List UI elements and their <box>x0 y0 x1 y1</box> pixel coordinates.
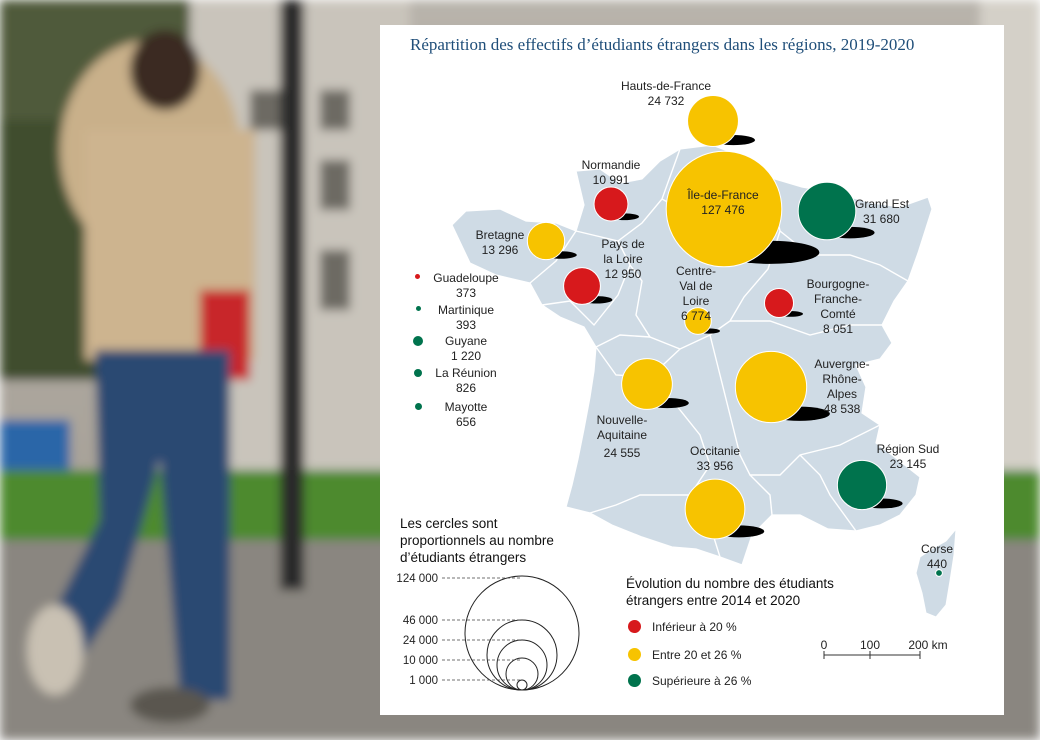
scale-tick-100: 100 <box>860 638 880 652</box>
legend-label-green: Supérieure à 26 % <box>652 674 752 688</box>
size-legend-circles <box>464 575 580 691</box>
bubble-grand-est <box>797 181 857 241</box>
label-guyane: Guyane 1 220 <box>444 334 488 363</box>
label-guadeloupe: Guadeloupe 373 <box>433 271 499 300</box>
label-normandie: Normandie 10 991 <box>581 158 641 187</box>
label-la-reunion: La Réunion 826 <box>435 366 497 395</box>
france-map: 0 100 200 km 124 000 46 000 24 000 10 00… <box>396 95 957 691</box>
label-mayotte: Mayotte 656 <box>444 400 488 429</box>
scale-tick-0: 0 <box>821 638 828 652</box>
label-nouvelle-aquitaine: Nouvelle-Aquitaine 24 555 <box>596 413 648 460</box>
map-title: Répartition des effectifs d’étudiants ét… <box>410 35 915 54</box>
bubble-bourgogne-franche-comte <box>763 287 795 319</box>
size-value-1000: 1 000 <box>409 675 438 687</box>
bubble-hauts-de-france <box>687 95 739 147</box>
dot-guyane <box>413 336 423 346</box>
bubble-centre-val-de-loire <box>684 307 712 335</box>
bubble-normandie <box>593 186 629 222</box>
scale-bar <box>823 651 921 659</box>
label-bourgogne-franche-comte: Bourgogne-Franche-Comté 8 051 <box>806 277 870 336</box>
map-panel: Répartition des effectifs d’étudiants ét… <box>380 25 1004 715</box>
bubble-ile-de-france <box>665 150 783 268</box>
label-grand-est: Grand Est 31 680 <box>855 197 910 226</box>
bubble-occitanie <box>684 478 746 540</box>
label-corse: Corse 440 <box>920 542 953 571</box>
size-circle-1000 <box>516 679 528 691</box>
label-martinique: Martinique 393 <box>437 303 495 332</box>
bubble-bretagne <box>526 221 566 261</box>
region-bubbles <box>526 95 943 577</box>
bubble-corse <box>935 569 943 577</box>
label-region-sud: Région Sud 23 145 <box>876 442 940 471</box>
label-auvergne-rhone-alpes: Auvergne-Rhône-Alpes 48 538 <box>814 357 870 416</box>
size-value-24000: 24 000 <box>403 635 438 647</box>
label-pays-de-la-loire: Pays de la Loire 12 950 <box>601 237 645 281</box>
bubble-nouvelle-aquitaine <box>621 358 673 410</box>
dot-guadeloupe <box>415 274 420 279</box>
size-circle-10000 <box>505 657 539 691</box>
size-circle-124000 <box>464 575 580 691</box>
size-value-10000: 10 000 <box>403 655 438 667</box>
legend-label-yellow: Entre 20 et 26 % <box>652 648 742 662</box>
legend-label-red: Inférieur à 20 % <box>652 620 737 634</box>
label-centre-val-de-loire: Centre-Val de Loire 6 774 <box>675 264 716 323</box>
size-legend-leaders <box>442 577 522 681</box>
legend-dot-red <box>628 620 641 633</box>
dot-mayotte <box>415 403 422 410</box>
scale-tick-200: 200 km <box>908 638 947 652</box>
bubble-region-sud <box>836 459 888 511</box>
legend-dot-green <box>628 674 641 687</box>
dot-la-reunion <box>414 369 422 377</box>
label-occitanie: Occitanie 33 956 <box>689 444 741 473</box>
dot-martinique <box>416 306 421 311</box>
legend-dot-yellow <box>628 648 641 661</box>
size-value-46000: 46 000 <box>403 615 438 627</box>
label-ile-de-france: Île-de-France 127 476 <box>687 188 759 217</box>
bubble-pays-de-la-loire <box>563 267 601 305</box>
size-value-124000: 124 000 <box>396 573 438 585</box>
label-bretagne: Bretagne 13 296 <box>475 228 525 257</box>
size-legend-title: Les cercles sont proportionnels au nombr… <box>400 516 554 565</box>
label-hauts-de-france: Hauts-de-France 24 732 <box>620 79 712 108</box>
bubble-auvergne-rhone-alpes <box>734 350 808 424</box>
size-circle-24000 <box>496 639 548 691</box>
color-legend-title: Évolution du nombre des étudiants étrang… <box>626 576 834 608</box>
